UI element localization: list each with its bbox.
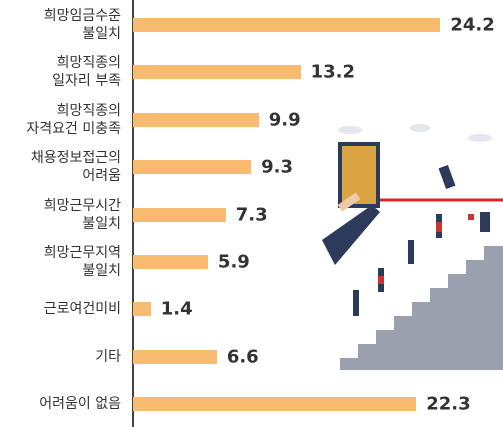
y-tick-label: 희망근무지역 불일치	[43, 245, 121, 279]
value-label: 7.3	[235, 204, 268, 226]
bar	[133, 397, 417, 412]
bar	[133, 302, 151, 317]
y-tick-label: 근로여건미비	[43, 301, 121, 318]
bar	[133, 65, 301, 80]
value-label: 22.3	[426, 393, 471, 415]
bar	[133, 255, 208, 269]
value-label: 9.3	[261, 156, 293, 178]
y-tick-label: 희망근무시간 불일치	[43, 197, 121, 232]
y-tick-label: 희망직종의 일자리 부족	[52, 55, 121, 90]
bar	[133, 207, 226, 222]
bar	[133, 18, 441, 32]
bar	[133, 112, 259, 127]
value-label: 24.2	[450, 14, 495, 36]
y-tick-label: 희망임금수준 불일치	[43, 8, 121, 42]
value-label: 5.9	[217, 251, 250, 273]
y-tick-label: 어려움이 없음	[39, 396, 121, 413]
y-tick-label: 희망직종의 자격요건 미충족	[26, 102, 121, 137]
y-tick-label: 기타	[95, 348, 121, 365]
value-label: 1.4	[160, 298, 193, 320]
bar	[133, 160, 252, 175]
value-label: 13.2	[310, 61, 356, 83]
y-tick-label: 채용정보접근의 어려움	[30, 150, 121, 185]
value-label: 6.6	[226, 346, 259, 368]
bar	[133, 349, 217, 364]
value-label: 9.9	[268, 109, 301, 131]
